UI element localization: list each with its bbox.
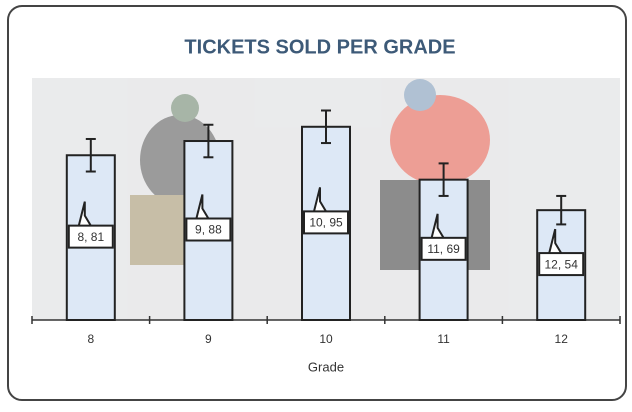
x-tick-label: 12 xyxy=(555,332,569,346)
x-tick-label: 10 xyxy=(319,332,333,346)
data-label: 11, 69 xyxy=(427,242,460,256)
x-tick-label: 9 xyxy=(205,332,212,346)
x-axis-label: Grade xyxy=(308,359,344,374)
x-tick-label: 11 xyxy=(437,332,450,346)
data-label: 8, 81 xyxy=(77,230,104,244)
data-label: 10, 95 xyxy=(309,216,343,230)
data-label: 12, 54 xyxy=(545,257,579,271)
x-tick-label: 8 xyxy=(87,332,94,346)
data-label: 9, 88 xyxy=(195,223,222,237)
chart: TICKETS SOLD PER GRADE Grade 8 8, 81 9 9, 8… xyxy=(0,0,632,407)
chart-title: TICKETS SOLD PER GRADE xyxy=(184,36,455,58)
